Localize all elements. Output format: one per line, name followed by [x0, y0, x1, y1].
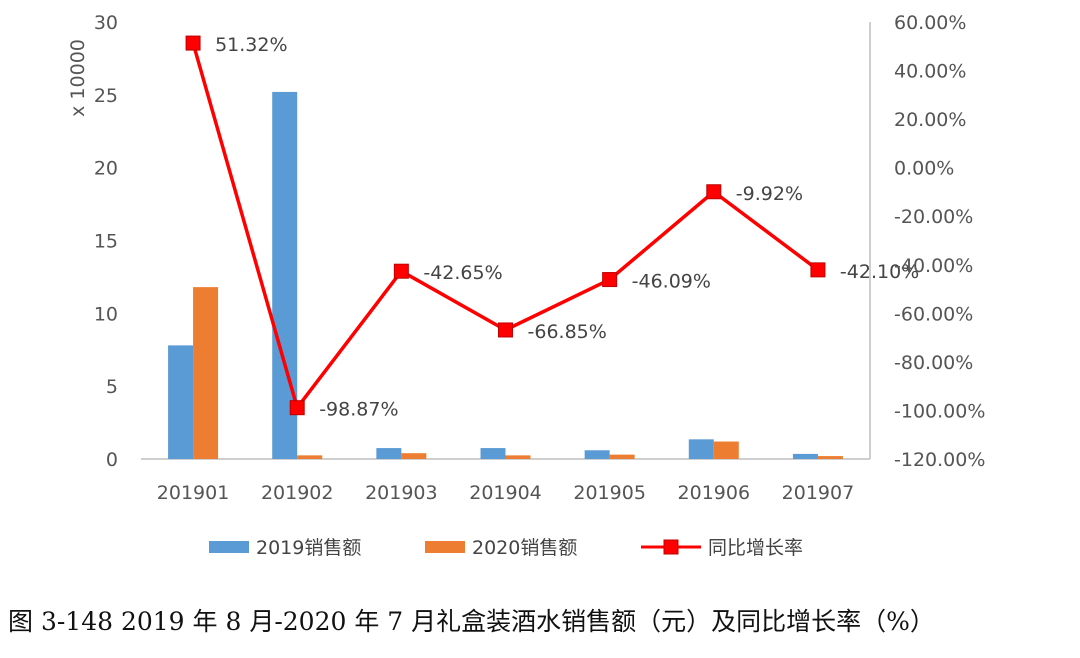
- bar-2020-201905: [609, 454, 635, 459]
- growth-label-201902: -98.87%: [319, 399, 398, 421]
- legend: 2019销售额 2020销售额 同比增长率: [209, 537, 803, 559]
- bar-2020-201907: [817, 456, 843, 459]
- x-tick-label: 201906: [678, 482, 751, 504]
- figure-caption: 图 3-148 2019 年 8 月-2020 年 7 月礼盒装酒水销售额（元）…: [8, 607, 935, 636]
- legend-swatch-2019: [209, 541, 249, 553]
- x-tick-label: 201905: [573, 482, 646, 504]
- x-tick-label: 201907: [782, 482, 855, 504]
- y2-tick-label: 20.00%: [894, 109, 966, 131]
- bar-2020-201904: [505, 455, 531, 459]
- growth-label-201905: -46.09%: [632, 271, 711, 293]
- bar-2020-201902: [297, 455, 323, 459]
- y-tick-label: 20: [94, 158, 118, 180]
- y2-tick-label: 40.00%: [894, 61, 966, 83]
- bar-2019-201907: [792, 453, 818, 459]
- bar-2019-201906: [688, 439, 714, 459]
- growth-point-201905: [602, 272, 618, 288]
- y2-tick-label: -60.00%: [894, 303, 973, 325]
- y2-tick-label: 0.00%: [894, 158, 954, 180]
- growth-point-201902: [289, 400, 305, 416]
- legend-swatch-2020: [425, 541, 465, 553]
- y-tick-label: 30: [94, 12, 118, 34]
- x-tick-label: 201902: [261, 482, 334, 504]
- y-axis-right: -120.00% -100.00% -80.00% -60.00% -40.00% -20…: [894, 12, 985, 471]
- growth-label-201906: -9.92%: [736, 183, 803, 205]
- bar-2019-201905: [584, 450, 610, 459]
- x-axis: 201901 201902 201903 201904 201905 201906 2019…: [157, 482, 854, 504]
- y2-tick-label: -80.00%: [894, 352, 973, 374]
- y-tick-label: 15: [94, 231, 118, 253]
- y2-tick-label: 60.00%: [894, 12, 966, 34]
- y2-tick-label: -40.00%: [894, 255, 973, 277]
- growth-point-201904: [498, 322, 513, 338]
- bar-2020-201906: [713, 441, 739, 459]
- legend-label-2020: 2020销售额: [472, 537, 577, 559]
- legend-marker-growth: [663, 539, 679, 555]
- legend-label-2019: 2019销售额: [256, 537, 361, 559]
- y-axis-left: 0 5 10 15 20 25 30: [94, 12, 118, 471]
- y2-tick-label: -20.00%: [894, 206, 973, 228]
- growth-label-201907: -42.10%: [840, 261, 919, 283]
- growth-point-201907: [810, 262, 826, 278]
- bar-2020-201901: [193, 287, 219, 459]
- bar-2019-201904: [480, 448, 506, 459]
- legend-label-growth: 同比增长率: [708, 537, 803, 559]
- growth-point-201903: [393, 263, 409, 279]
- x-tick-label: 201903: [365, 482, 438, 504]
- y-axis-label: x 10000: [67, 39, 89, 117]
- y-tick-label: 5: [106, 376, 118, 398]
- growth-label-201903: -42.65%: [423, 262, 502, 284]
- growth-label-201901: 51.32%: [215, 34, 287, 56]
- growth-point-201906: [706, 184, 722, 200]
- x-tick-label: 201901: [157, 482, 230, 504]
- bar-2020-201903: [401, 453, 427, 459]
- y2-tick-label: -100.00%: [894, 400, 985, 422]
- y2-tick-label: -120.00%: [894, 449, 985, 471]
- growth-label-201904: -66.85%: [528, 321, 607, 343]
- x-tick-label: 201904: [469, 482, 542, 504]
- plot-area: 51.32% -98.87% -42.65% -66.85% -46.09% -9.92%…: [141, 22, 919, 460]
- bar-2019-201901: [168, 345, 194, 459]
- growth-point-201901: [185, 35, 201, 51]
- y-tick-label: 10: [94, 303, 118, 325]
- y-tick-label: 25: [94, 85, 118, 107]
- bar-2019-201903: [376, 448, 402, 459]
- y-tick-label: 0: [106, 449, 118, 471]
- chart: 51.32% -98.87% -42.65% -66.85% -46.09% -9.92%…: [67, 12, 985, 559]
